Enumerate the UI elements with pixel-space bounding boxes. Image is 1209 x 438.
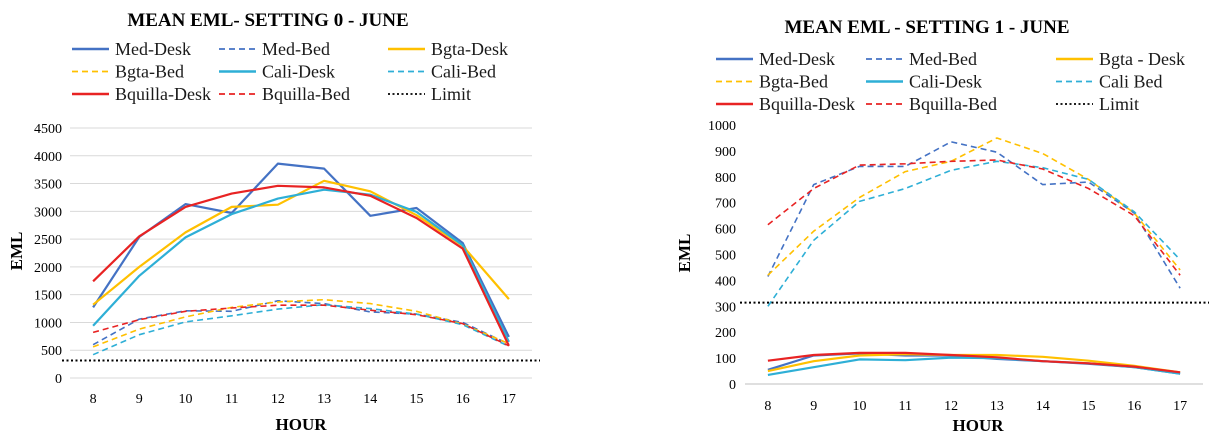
- x-tick-label: 15: [1082, 399, 1096, 414]
- legend-entry: Med-Bed: [262, 39, 330, 59]
- y-tick-label: 900: [715, 145, 736, 160]
- legend-entry: Limit: [431, 84, 471, 104]
- series-line-bquilla-desk: [92, 184, 510, 347]
- x-tick-label: 10: [179, 392, 193, 407]
- x-axis-label: HOUR: [953, 416, 1005, 435]
- x-tick-label: 17: [502, 392, 516, 407]
- x-tick-label: 11: [899, 399, 912, 414]
- plot-area: 0 500 1000 1500 2000 2500 3000 3500 4000 4500 8 9 10…: [34, 122, 540, 407]
- legend-entry: Med-Desk: [759, 49, 835, 69]
- x-tick-label: 12: [271, 392, 285, 407]
- x-tick-label: 13: [317, 392, 331, 407]
- y-tick-label: 4500: [34, 122, 62, 137]
- legend-entry: Bgta - Desk: [1099, 49, 1185, 69]
- legend: Med-Desk Med-Bed Bgta - Desk Bgta-Bed Cali-D…: [716, 49, 1185, 114]
- y-tick-label: 800: [715, 171, 736, 186]
- chart-title: MEAN EML- SETTING 0 - JUNE: [127, 10, 408, 31]
- series-line-bquilla-desk: [767, 351, 1181, 374]
- y-tick-label: 400: [715, 274, 736, 289]
- legend-entry: Bquilla-Bed: [909, 94, 997, 114]
- chart-setting-1: MEAN EML - SETTING 1 - JUNE Med-Desk Med-…: [675, 17, 1209, 435]
- x-tick-label: 12: [944, 399, 958, 414]
- x-tick-label: 11: [225, 392, 238, 407]
- series-line-bgta-desk: [767, 353, 1181, 374]
- y-tick-label: 1000: [34, 316, 62, 331]
- series-line-bgta-bed: [92, 298, 510, 348]
- y-tick-label: 2500: [34, 233, 62, 248]
- x-tick-label: 8: [764, 399, 771, 414]
- x-tick-label: 14: [363, 392, 377, 407]
- y-tick-label: 3500: [34, 178, 62, 193]
- y-axis-label: EML: [7, 232, 26, 271]
- x-tick-label: 16: [456, 392, 470, 407]
- legend-entry: Cali-Desk: [909, 72, 982, 92]
- series-line-cali-bed: [767, 160, 1181, 307]
- x-tick-label: 9: [136, 392, 143, 407]
- y-tick-label: 500: [41, 344, 62, 359]
- legend-entry: Bquilla-Desk: [759, 94, 855, 114]
- chart-setting-0: MEAN EML- SETTING 0 - JUNE Med-Desk Med-B…: [7, 10, 540, 434]
- legend-entry: Limit: [1099, 94, 1139, 114]
- legend-entry: Bgta-Bed: [115, 62, 184, 82]
- y-tick-label: 500: [715, 249, 736, 264]
- y-tick-label: 2000: [34, 261, 62, 276]
- y-tick-label: 600: [715, 223, 736, 238]
- legend-entry: Cali-Bed: [431, 62, 496, 82]
- legend: Med-Desk Med-Bed Bgta-Desk Bgta-Bed Cali-Des…: [72, 39, 508, 104]
- plot-area: 0 100 200 300 400 500 600 700 800 900 1000 8 9 10 11 12…: [708, 119, 1209, 414]
- y-tick-label: 200: [715, 326, 736, 341]
- y-tick-label: 100: [715, 352, 736, 367]
- x-axis-label: HOUR: [276, 415, 328, 434]
- y-tick-label: 0: [729, 378, 736, 393]
- y-axis-label: EML: [675, 234, 694, 273]
- legend-entry: Med-Desk: [115, 39, 191, 59]
- legend-entry: Bquilla-Desk: [115, 84, 211, 104]
- y-tick-label: 700: [715, 197, 736, 212]
- x-tick-label: 8: [90, 392, 97, 407]
- x-tick-label: 13: [990, 399, 1004, 414]
- x-tick-label: 15: [410, 392, 424, 407]
- y-tick-label: 1500: [34, 289, 62, 304]
- series-line-med-desk: [92, 162, 510, 338]
- y-tick-label: 3000: [34, 205, 62, 220]
- legend-entry: Bgta-Bed: [759, 72, 828, 92]
- x-tick-label: 10: [853, 399, 867, 414]
- series-line-bquilla-bed: [767, 159, 1181, 276]
- series-line-bgta-bed: [767, 137, 1181, 276]
- y-tick-label: 0: [55, 372, 62, 387]
- y-tick-label: 300: [715, 300, 736, 315]
- x-tick-label: 17: [1173, 399, 1187, 414]
- legend-entry: Med-Bed: [909, 49, 977, 69]
- series-line-bgta-desk: [92, 179, 510, 306]
- x-tick-label: 9: [810, 399, 817, 414]
- legend-entry: Cali-Desk: [262, 62, 335, 82]
- y-tick-label: 1000: [708, 119, 736, 134]
- chart-title: MEAN EML - SETTING 1 - JUNE: [784, 17, 1069, 38]
- series-line-bquilla-bed: [92, 304, 510, 347]
- series-line-med-bed: [767, 141, 1181, 289]
- series-line-cali-bed: [92, 303, 510, 356]
- y-tick-label: 4000: [34, 150, 62, 165]
- legend-entry: Bgta-Desk: [431, 39, 508, 59]
- x-tick-label: 14: [1036, 399, 1050, 414]
- legend-entry: Cali Bed: [1099, 72, 1163, 92]
- series-line-cali-desk: [92, 188, 510, 343]
- x-tick-label: 16: [1127, 399, 1141, 414]
- legend-entry: Bquilla-Bed: [262, 84, 350, 104]
